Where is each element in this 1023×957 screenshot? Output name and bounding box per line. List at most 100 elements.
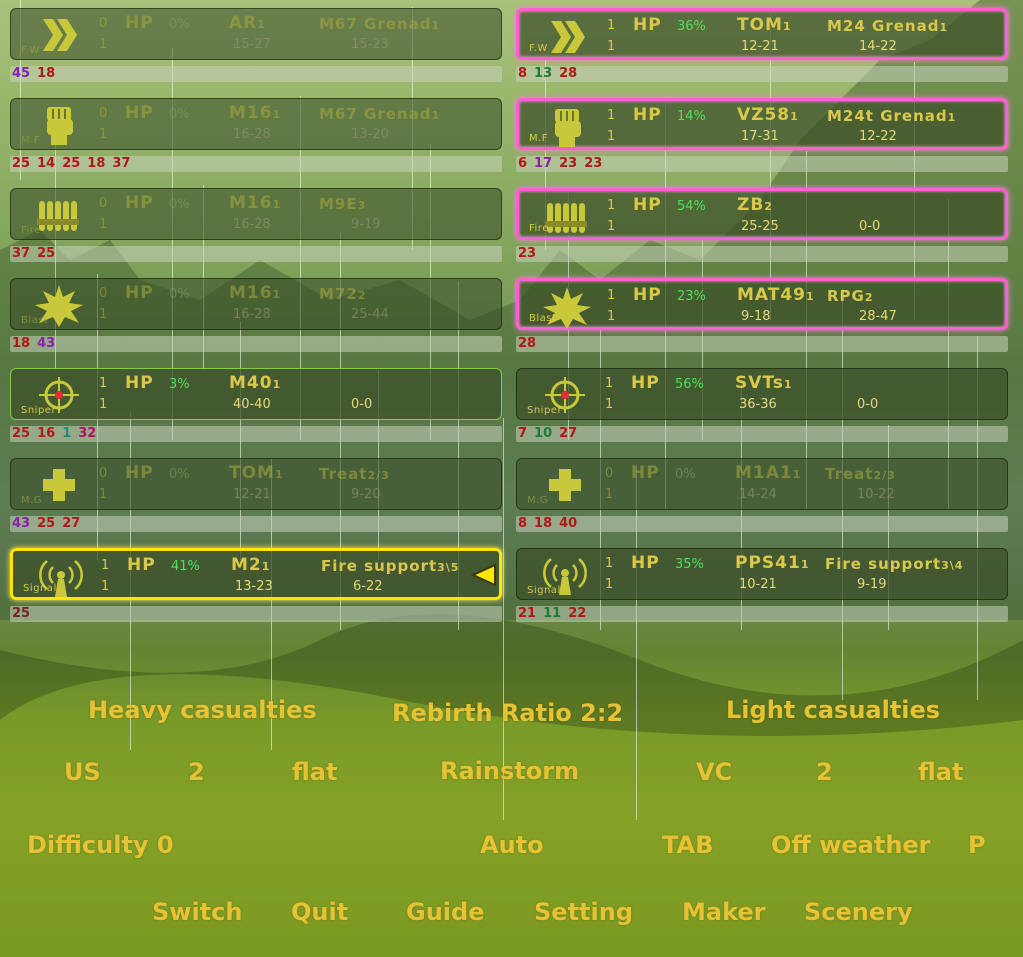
pause-button[interactable]: P <box>968 831 986 859</box>
us-unit-card-fire[interactable]: Fire 0 1 HP 0% M161 16-28 M9E3 9-19 <box>10 188 502 240</box>
unit-class-label: Fire <box>529 223 549 234</box>
radio-tower-icon <box>31 555 91 599</box>
rebirth-ratio-option[interactable]: Rebirth Ratio 2:2 <box>392 699 624 727</box>
guide-button[interactable]: Guide <box>406 898 485 926</box>
secondary-weapon: Fire support3\4 <box>825 555 964 573</box>
secondary-weapon-range: 25-44 <box>351 307 389 322</box>
secondary-weapon-range: 9-19 <box>351 217 381 232</box>
unit-class-label: F.W <box>21 45 40 56</box>
kill-stats-bar: 18 43 <box>10 336 502 352</box>
kill-stat: 8 <box>518 66 528 81</box>
hp-label: HP <box>127 555 156 575</box>
kill-stat: 18 <box>12 336 31 351</box>
kill-stats-bar: 7 10 27 <box>516 426 1008 442</box>
vc-unit-card-blast[interactable]: Blast 1 1 HP 23% MAT491 9-18 RPG2 28-47 <box>516 278 1008 330</box>
unit-count: 1 <box>607 309 616 324</box>
primary-weapon: M161 <box>229 103 282 123</box>
unit-class-label: M.F <box>529 133 549 144</box>
off-weather-button[interactable]: Off weather <box>771 831 931 859</box>
explosion-icon <box>29 283 89 327</box>
auto-button[interactable]: Auto <box>480 831 544 859</box>
kill-stat: 32 <box>78 426 97 441</box>
explosion-icon <box>537 285 597 329</box>
difficulty-option[interactable]: Difficulty 0 <box>27 831 174 859</box>
maker-button[interactable]: Maker <box>682 898 766 926</box>
kill-stat: 23 <box>584 156 603 171</box>
us-unit-card-mf[interactable]: M.F 0 1 HP 0% M161 16-28 M67 Grenad1 13-20 <box>10 98 502 150</box>
scenery-button[interactable]: Scenery <box>804 898 913 926</box>
secondary-weapon: M67 Grenad1 <box>319 15 441 33</box>
primary-weapon: M1A11 <box>735 463 802 483</box>
primary-weapon: TOM1 <box>229 463 284 483</box>
fist-icon <box>537 105 597 149</box>
us-unit-card-mg[interactable]: M.G 0 1 HP 0% TOM1 12-21 Treat2/3 9-20 <box>10 458 502 510</box>
weather-option[interactable]: Rainstorm <box>440 757 580 785</box>
primary-weapon: M161 <box>229 193 282 213</box>
us-terrain-option[interactable]: flat <box>292 758 338 786</box>
vc-unit-card-signal[interactable]: Signal 1 1 HP 35% PPS411 10-21 Fire support3\4 9… <box>516 548 1008 600</box>
vc-faction-option[interactable]: VC <box>696 758 733 786</box>
kill-stat: 10 <box>534 426 553 441</box>
vc-unit-card-fire[interactable]: Fire 1 1 HP 54% ZB2 25-25 0-0 <box>516 188 1008 240</box>
hp-percent: 0% <box>169 197 190 212</box>
unit-class-label: Signal <box>23 583 57 594</box>
hp-label: HP <box>633 15 662 35</box>
kill-stats-bar: 43 25 27 <box>10 516 502 532</box>
hp-label: HP <box>125 13 154 33</box>
secondary-weapon-range: 13-20 <box>351 127 389 142</box>
us-unit-card-sniper[interactable]: Sniper 1 1 HP 3% M401 40-40 0-0 <box>10 368 502 420</box>
hp-percent: 36% <box>677 19 706 34</box>
kill-stat: 25 <box>12 426 31 441</box>
hp-percent: 23% <box>677 289 706 304</box>
light-casualties-label: Light casualties <box>726 696 941 724</box>
primary-weapon: SVTs1 <box>735 373 793 393</box>
hp-label: HP <box>125 463 154 483</box>
vc-unit-card-sniper[interactable]: Sniper 1 1 HP 56% SVTs1 36-36 0-0 <box>516 368 1008 420</box>
unit-level: 0 <box>99 106 108 121</box>
kill-stat: 1 <box>62 426 72 441</box>
primary-weapon: AR1 <box>229 13 266 33</box>
secondary-weapon: M24 Grenad1 <box>827 17 949 35</box>
unit-level: 1 <box>605 376 614 391</box>
kill-stat: 14 <box>37 156 56 171</box>
crosshair-icon <box>29 373 89 417</box>
us-unit-card-fw[interactable]: F.W 0 1 HP 0% AR1 15-27 M67 Grenad1 15-23 <box>10 8 502 60</box>
unit-level: 1 <box>101 558 110 573</box>
vc-unit-card-mf[interactable]: M.F 1 1 HP 14% VZ581 17-31 M24t Grenad1 12-22 <box>516 98 1008 150</box>
kill-stats-bar: 45 18 <box>10 66 502 82</box>
kill-stat: 18 <box>534 516 553 531</box>
us-unit-card-blast[interactable]: Blast 0 1 HP 0% M161 16-28 M722 25-44 <box>10 278 502 330</box>
hp-percent: 35% <box>675 557 704 572</box>
us-unit-card-signal[interactable]: Signal 1 1 HP 41% M21 13-23 Fire support3\5 6-22 <box>10 548 502 600</box>
hp-percent: 0% <box>169 287 190 302</box>
vc-unit-card-mg[interactable]: M.G 0 1 HP 0% M1A11 14-24 Treat2/3 10-22 <box>516 458 1008 510</box>
primary-weapon-range: 10-21 <box>739 577 777 592</box>
fist-icon <box>29 103 89 147</box>
switch-button[interactable]: Switch <box>152 898 243 926</box>
kill-stat: 13 <box>534 66 553 81</box>
quit-button[interactable]: Quit <box>291 898 349 926</box>
tab-button[interactable]: TAB <box>662 831 714 859</box>
hp-percent: 54% <box>677 199 706 214</box>
primary-weapon-range: 12-21 <box>233 487 271 502</box>
secondary-weapon-range: 9-19 <box>857 577 887 592</box>
kill-stat: 8 <box>518 516 528 531</box>
kill-stat: 11 <box>543 606 562 621</box>
vc-unit-card-fw[interactable]: F.W 1 1 HP 36% TOM1 12-21 M24 Grenad1 14-22 <box>516 8 1008 60</box>
kill-stat: 28 <box>559 66 578 81</box>
us-faction-option[interactable]: US <box>64 758 101 786</box>
kill-stat: 27 <box>62 516 81 531</box>
hp-percent: 0% <box>169 17 190 32</box>
us-count-option[interactable]: 2 <box>188 758 205 786</box>
setting-button[interactable]: Setting <box>534 898 633 926</box>
unit-level: 0 <box>605 466 614 481</box>
secondary-weapon: Fire support3\5 <box>321 557 460 575</box>
vc-count-option[interactable]: 2 <box>816 758 833 786</box>
vc-terrain-option[interactable]: flat <box>918 758 964 786</box>
unit-count: 1 <box>99 397 108 412</box>
secondary-weapon-range: 12-22 <box>859 129 897 144</box>
kill-stat: 6 <box>518 156 528 171</box>
primary-weapon-range: 16-28 <box>233 307 271 322</box>
unit-level: 0 <box>99 196 108 211</box>
unit-count: 1 <box>101 579 110 594</box>
